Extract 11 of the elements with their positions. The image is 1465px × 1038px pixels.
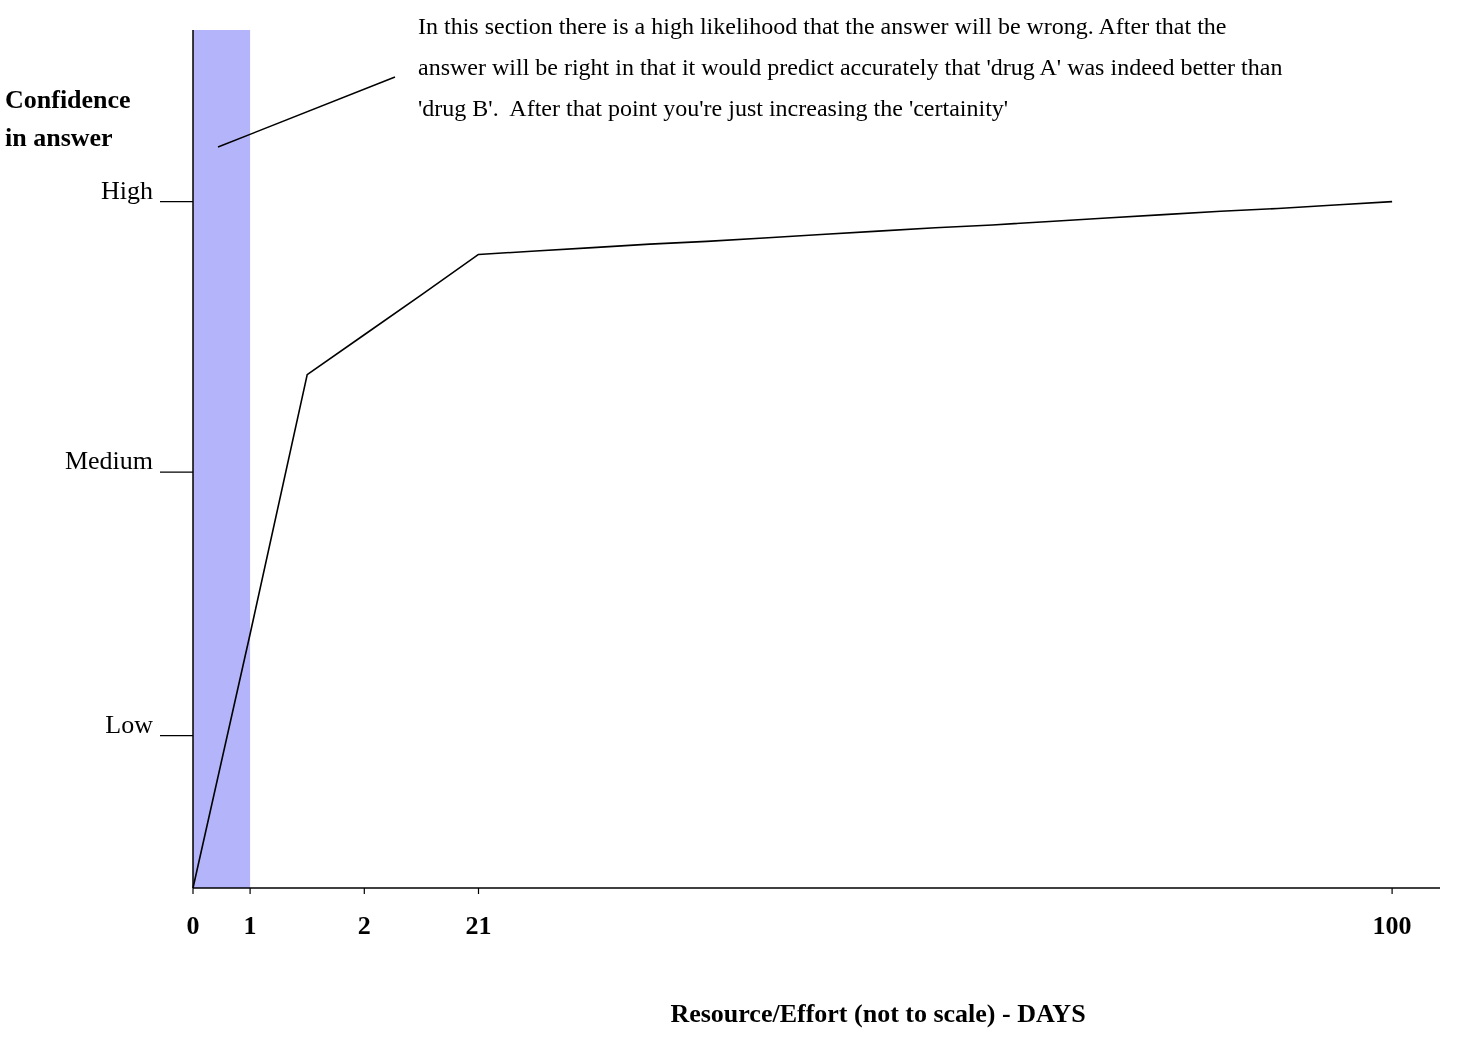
x-tick-label: 2 [357,911,371,940]
text: High [101,176,153,205]
x-tick-label: 0 [186,911,200,940]
x-axis-title: Resource/Effort (not to scale) - DAYS [670,999,1086,1028]
y-axis-title: Confidence in answer [5,85,131,152]
x-tick-label: 1 [243,911,257,940]
x-tick-label: 21 [465,911,492,940]
text: Medium [64,446,153,476]
text: In this section there is a high likelihood that the answer will be wrong. After that the answer will be right in that it would predict accurately that 'drug A' was indeed better than 'drug B'. After that point you're just increasing the 'certainity' [418,12,1284,123]
x-tick-label: 100 [1372,911,1412,940]
text: Low [105,710,154,740]
